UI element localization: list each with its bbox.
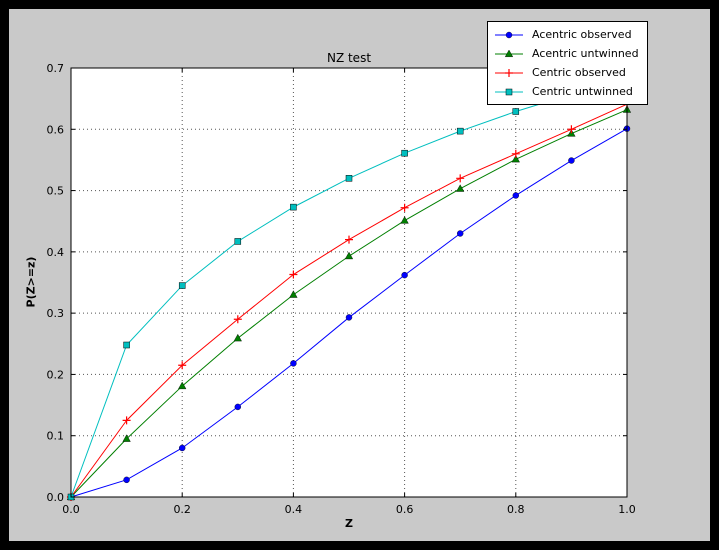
x-tick-label: 1.0	[618, 503, 636, 516]
y-axis-label: P(Z>=z)	[24, 256, 38, 308]
triangle-marker	[233, 333, 242, 342]
circle-marker	[568, 157, 575, 164]
square-marker	[345, 175, 353, 182]
triangle-marker	[289, 290, 298, 298]
triangle-marker	[504, 49, 514, 57]
plus-marker	[345, 235, 353, 244]
legend-label: Centric untwinned	[532, 85, 633, 98]
x-tick-label: 0.2	[173, 503, 191, 516]
axes-background	[71, 68, 627, 497]
x-tick-label: 0.0	[62, 503, 80, 516]
legend-item: Acentric untwinned	[493, 44, 639, 63]
plus-marker	[567, 125, 576, 134]
square-marker	[512, 108, 520, 115]
plus-marker	[233, 315, 242, 324]
triangle-marker	[122, 434, 131, 442]
legend-item: Acentric observed	[493, 25, 639, 44]
plus-marker	[400, 203, 409, 212]
x-axis-label: Z	[345, 517, 353, 530]
square-marker	[456, 127, 464, 135]
x-tick-label: 0.8	[507, 503, 525, 516]
circle-marker	[123, 476, 130, 484]
plus-marker	[122, 416, 131, 425]
circle-marker	[178, 444, 186, 452]
triangle-marker	[456, 184, 465, 192]
legend-sample	[495, 31, 523, 38]
legend-label: Acentric untwinned	[532, 47, 639, 60]
legend-item: Centric observed	[493, 63, 639, 82]
legend-item: Centric untwinned	[493, 82, 639, 101]
legend: Acentric observed Acentric untwinned Centr…	[487, 21, 648, 105]
circle-marker	[457, 230, 464, 237]
circle-marker	[345, 314, 353, 321]
y-tick-label: 0.5	[47, 185, 65, 198]
y-tick-label: 0.6	[47, 123, 65, 136]
plus-marker	[511, 149, 520, 158]
legend-sample	[495, 49, 523, 57]
y-tick-label: 0.7	[47, 62, 65, 75]
plot-area: 0.0 0.2 0.4 0.6 0.8 1.0 0.0 0.1 0.2 0.3 0.4 0.5 0.6 0…	[47, 62, 636, 516]
circle-marker	[234, 403, 242, 411]
chart-title: NZ test	[326, 51, 372, 65]
legend-label: Acentric observed	[532, 28, 632, 41]
legend-label: Centric observed	[532, 66, 626, 79]
y-tick-label: 0.1	[47, 430, 65, 443]
square-marker	[234, 238, 242, 245]
circle-marker	[401, 271, 408, 279]
x-tick-label: 0.4	[285, 503, 303, 516]
square-marker	[401, 149, 408, 157]
square-marker	[123, 341, 130, 349]
y-tick-label: 0.0	[47, 491, 65, 504]
plus-marker	[505, 68, 513, 77]
y-tick-label: 0.4	[47, 246, 65, 259]
triangle-marker	[344, 251, 354, 260]
plus-marker	[289, 270, 298, 279]
triangle-marker	[400, 216, 409, 224]
square-marker	[178, 282, 186, 289]
circle-marker	[505, 31, 513, 38]
plus-marker	[178, 361, 187, 370]
triangle-marker	[178, 381, 187, 390]
circle-marker	[290, 360, 297, 367]
x-tick-label: 0.6	[396, 503, 414, 516]
circle-marker	[512, 192, 519, 199]
legend-sample	[495, 88, 523, 95]
square-marker	[505, 88, 513, 95]
axes-frame	[70, 67, 628, 498]
legend-sample	[495, 68, 523, 77]
plus-marker	[456, 174, 465, 183]
y-tick-label: 0.3	[47, 307, 65, 320]
square-marker	[290, 203, 297, 211]
y-tick-label: 0.2	[47, 368, 65, 381]
figure: 0.0 0.2 0.4 0.6 0.8 1.0 0.0 0.1 0.2 0.3 0.4 0.5 0.6 0…	[9, 9, 710, 541]
triangle-marker	[511, 154, 520, 163]
